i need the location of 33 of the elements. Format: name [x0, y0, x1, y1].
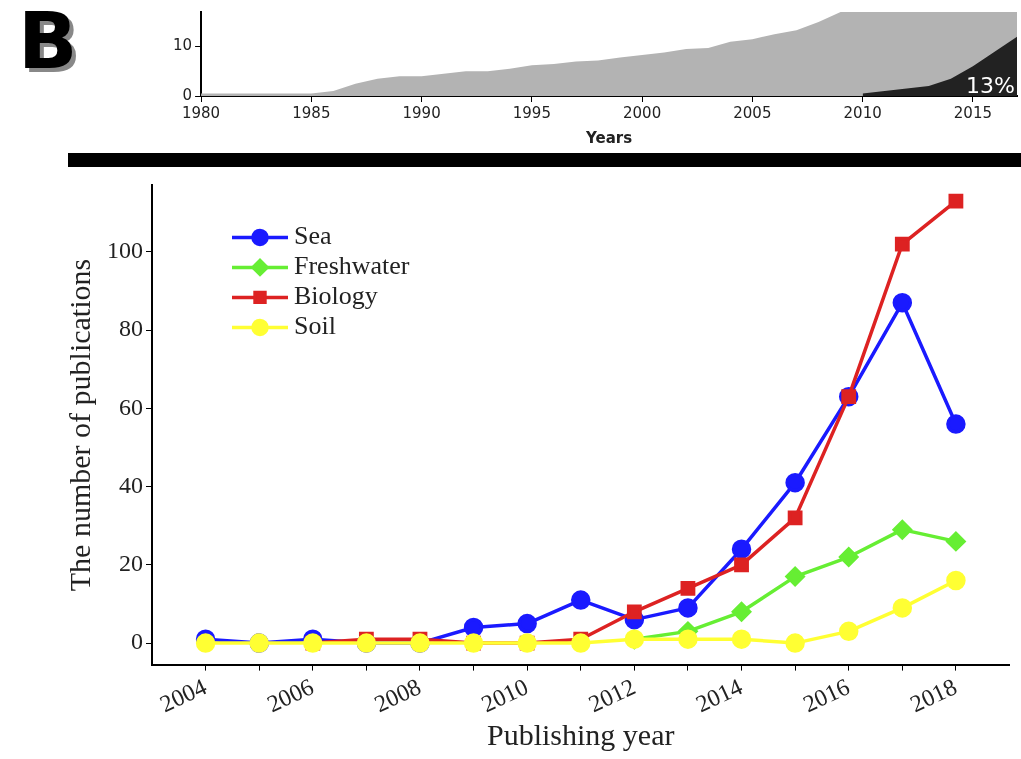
x-tick-label: 1985: [292, 103, 331, 122]
x-tick-label: 2008: [370, 673, 425, 718]
x-tick-label: 2000: [623, 103, 662, 122]
text: B: [18, 0, 78, 86]
y-tick-label: 0: [182, 85, 193, 104]
y-tick-label: 100: [107, 237, 143, 264]
annotation: 13%: [966, 72, 1015, 98]
legend-label: Freshwater: [294, 251, 410, 281]
x-tick-label: 2010: [843, 103, 882, 122]
x-tick-label: 1990: [402, 103, 441, 122]
legend-label: Biology: [294, 281, 378, 311]
x-axis-title: Years: [584, 128, 633, 147]
x-tick-label: 2016: [799, 673, 854, 718]
y-tick-label: 40: [119, 471, 143, 498]
y-axis-title: The number of publications: [62, 258, 96, 592]
x-axis-title: Publishing year: [487, 717, 675, 751]
x-tick-label: 2005: [733, 103, 772, 122]
x-tick-label: 2018: [906, 673, 961, 718]
x-tick-label: 1980: [181, 103, 221, 122]
x-tick-label: 2006: [263, 673, 318, 718]
x-tick-label: 2014: [691, 673, 747, 718]
x-tick-label: 2004: [155, 673, 211, 718]
y-tick-label: 20: [119, 550, 143, 577]
x-tick-label: 2010: [477, 673, 532, 718]
legend-label: Soil: [294, 311, 336, 341]
x-tick-label: 1995: [512, 103, 551, 122]
x-tick-label: 2012: [584, 673, 640, 718]
y-tick-label: 80: [119, 315, 143, 342]
y-tick-label: 60: [119, 393, 143, 420]
y-tick-label: 0: [131, 628, 143, 655]
y-tick-label: 10: [172, 36, 193, 55]
legend-label: Sea: [294, 221, 332, 251]
x-tick-label: 2015: [953, 103, 992, 122]
